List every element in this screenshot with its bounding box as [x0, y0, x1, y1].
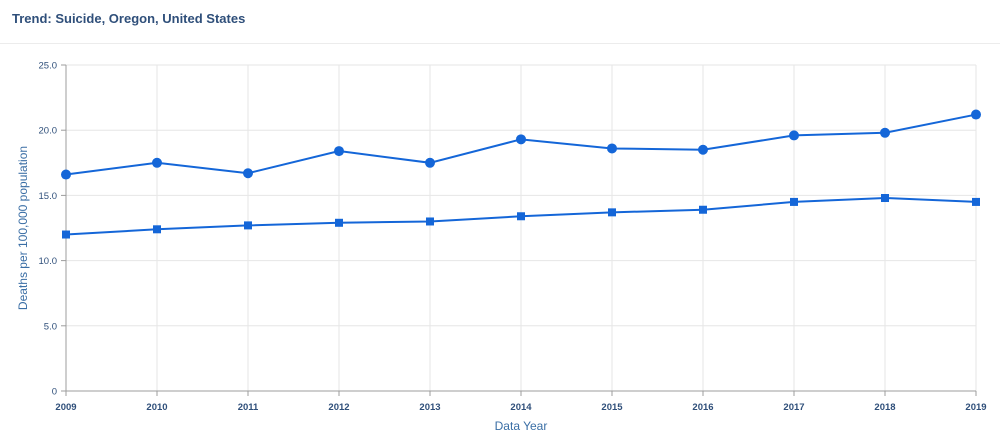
data-point[interactable] — [152, 157, 162, 168]
y-tick-label: 0 — [52, 387, 57, 398]
data-point[interactable] — [426, 217, 434, 226]
x-tick-label: 2018 — [874, 402, 895, 413]
data-point[interactable] — [243, 168, 253, 179]
series-layer — [61, 109, 981, 239]
axis-layer: 0 5.0 10.0 15.0 20.0 25.0 2009 2010 2011 2012 2013… — [39, 61, 987, 414]
x-tick-label: 2017 — [783, 402, 804, 413]
data-point[interactable] — [790, 197, 798, 206]
x-axis-label: Data Year — [495, 419, 548, 433]
data-point[interactable] — [61, 169, 71, 180]
data-point[interactable] — [699, 205, 707, 214]
x-tick-label: 2012 — [328, 402, 349, 413]
data-point[interactable] — [789, 130, 799, 141]
data-point[interactable] — [153, 225, 161, 234]
y-tick-label: 20.0 — [39, 126, 58, 137]
data-point[interactable] — [971, 109, 981, 120]
y-tick-label: 25.0 — [39, 61, 58, 72]
data-point[interactable] — [881, 194, 889, 203]
grid-layer — [66, 64, 977, 391]
chart-title: Trend: Suicide, Oregon, United States — [12, 11, 246, 26]
data-point[interactable] — [334, 146, 344, 157]
y-tick-label: 15.0 — [39, 191, 58, 202]
data-point[interactable] — [244, 221, 252, 230]
chart-header: Trend: Suicide, Oregon, United States — [0, 0, 1000, 44]
label-layer: Data Year Deaths per 100,000 population — [16, 146, 547, 433]
data-point[interactable] — [517, 212, 525, 221]
x-tick-label: 2019 — [965, 402, 986, 413]
series-1 — [61, 109, 981, 180]
x-tick-label: 2014 — [510, 402, 532, 413]
x-tick-label: 2009 — [55, 402, 76, 413]
data-point[interactable] — [335, 218, 343, 227]
x-tick-label: 2013 — [419, 402, 440, 413]
series-2 — [62, 194, 980, 239]
x-tick-label: 2015 — [601, 402, 623, 413]
data-point[interactable] — [880, 127, 890, 138]
y-tick-label: 5.0 — [44, 321, 57, 332]
data-point[interactable] — [972, 197, 980, 206]
data-point[interactable] — [425, 157, 435, 168]
x-tick-label: 2016 — [692, 402, 713, 413]
x-tick-label: 2010 — [146, 402, 167, 413]
x-tick-label: 2011 — [238, 402, 259, 413]
data-point[interactable] — [698, 144, 708, 155]
y-axis-label: Deaths per 100,000 population — [16, 146, 30, 310]
data-point[interactable] — [608, 208, 616, 217]
y-tick-label: 10.0 — [39, 256, 58, 267]
data-point[interactable] — [607, 143, 617, 154]
data-point[interactable] — [62, 230, 70, 239]
data-point[interactable] — [516, 134, 526, 145]
